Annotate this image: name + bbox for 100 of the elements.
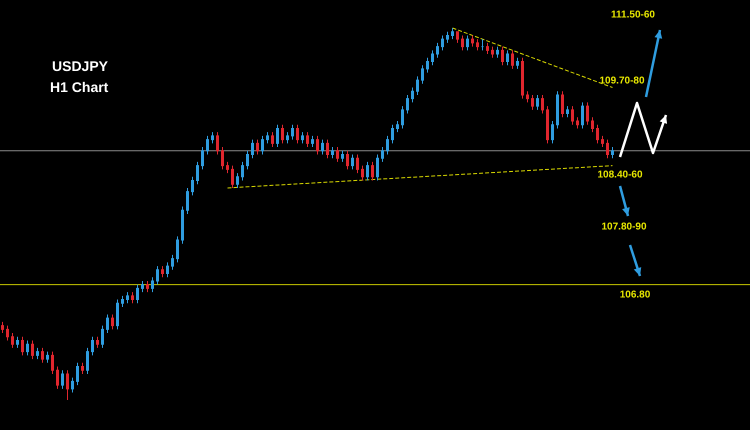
annotation: 109.70-80 [599, 76, 645, 86]
candlestick [36, 347, 39, 360]
candlestick [441, 34, 444, 51]
candlestick [241, 161, 244, 182]
candlestick [571, 106, 574, 126]
candlestick [296, 124, 299, 144]
candlestick [591, 116, 594, 133]
candlestick [181, 206, 184, 244]
candlestick [356, 154, 359, 174]
candlestick [71, 377, 74, 394]
candlestick [346, 150, 349, 170]
candlestick [1, 321, 4, 334]
candlestick [311, 135, 314, 148]
candlestick [131, 292, 134, 304]
candlestick [201, 146, 204, 170]
candlestick [481, 38, 484, 51]
candlestick [211, 132, 214, 144]
candlestick [176, 236, 179, 263]
candlestick [16, 336, 19, 348]
candlestick [151, 276, 154, 293]
candlestick [531, 94, 534, 110]
candlestick [96, 336, 99, 348]
candlestick [371, 161, 374, 182]
candlestick [581, 102, 584, 129]
candlestick [261, 135, 264, 155]
candlestick [316, 135, 319, 155]
candlestick [6, 325, 9, 341]
candlestick [501, 46, 504, 66]
candlestick [426, 57, 429, 74]
candlestick [256, 139, 259, 155]
candlestick [491, 46, 494, 58]
candlestick [206, 135, 209, 155]
candlestick [281, 124, 284, 144]
candlestick [186, 187, 189, 214]
candlestick [76, 362, 79, 386]
candlestick [306, 132, 309, 148]
candlestick [231, 165, 234, 188]
candlestick [51, 351, 54, 374]
text: 106.80 [620, 290, 651, 300]
candlestick [26, 340, 29, 356]
candlestick [476, 38, 479, 51]
candlestick [101, 325, 104, 348]
candlestick [46, 351, 49, 364]
candlestick [216, 132, 219, 155]
candlestick [81, 362, 84, 374]
candlestick [521, 57, 524, 100]
candlestick [61, 370, 64, 390]
candlestick [366, 161, 369, 182]
candlestick [416, 76, 419, 96]
candlestick [271, 132, 274, 148]
candlestick [401, 106, 404, 129]
candlestick [406, 94, 409, 114]
candlestick [86, 347, 89, 374]
candlestick [161, 266, 164, 278]
candlestick [136, 284, 139, 304]
candlestick [66, 370, 69, 400]
text: 111.50-60 [611, 10, 656, 20]
candlestick [546, 106, 549, 144]
candlestick [456, 31, 459, 44]
candlestick [511, 50, 514, 70]
candlestick [41, 347, 44, 364]
candlestick [111, 314, 114, 330]
candlestick [331, 146, 334, 159]
candlestick [226, 161, 229, 174]
candlestick [451, 28, 454, 40]
candlestick [321, 139, 324, 155]
candlestick [446, 31, 449, 44]
candlestick [576, 116, 579, 129]
candlestick [391, 124, 394, 144]
candlestick [236, 172, 239, 188]
candlestick [336, 146, 339, 162]
candlestick [11, 332, 14, 348]
candlestick [196, 161, 199, 185]
candlestick [496, 46, 499, 58]
candlestick [471, 34, 474, 48]
candlestick [326, 139, 329, 159]
candlestick [411, 87, 414, 103]
candlestick [291, 124, 294, 140]
candlestick [601, 135, 604, 148]
candlestick [386, 135, 389, 155]
candlestick [106, 314, 109, 334]
candlestick [376, 154, 379, 182]
candlestick [586, 102, 589, 126]
candlestick [606, 139, 609, 159]
annotation: 107.80-90 [601, 222, 647, 232]
candlestick [506, 50, 509, 66]
candlestick [421, 64, 424, 84]
candlestick [146, 280, 149, 293]
candlestick [526, 90, 529, 103]
annotation: 108.40-60 [597, 170, 643, 180]
candlestick [536, 94, 539, 110]
candlestick [436, 42, 439, 58]
candlestick [341, 150, 344, 162]
candlestick [56, 366, 59, 390]
candlestick [301, 132, 304, 144]
candlestick [116, 299, 119, 330]
candlestick [516, 57, 519, 70]
candlestick [556, 90, 559, 129]
candlestick [431, 50, 434, 66]
candlestick [166, 262, 169, 278]
